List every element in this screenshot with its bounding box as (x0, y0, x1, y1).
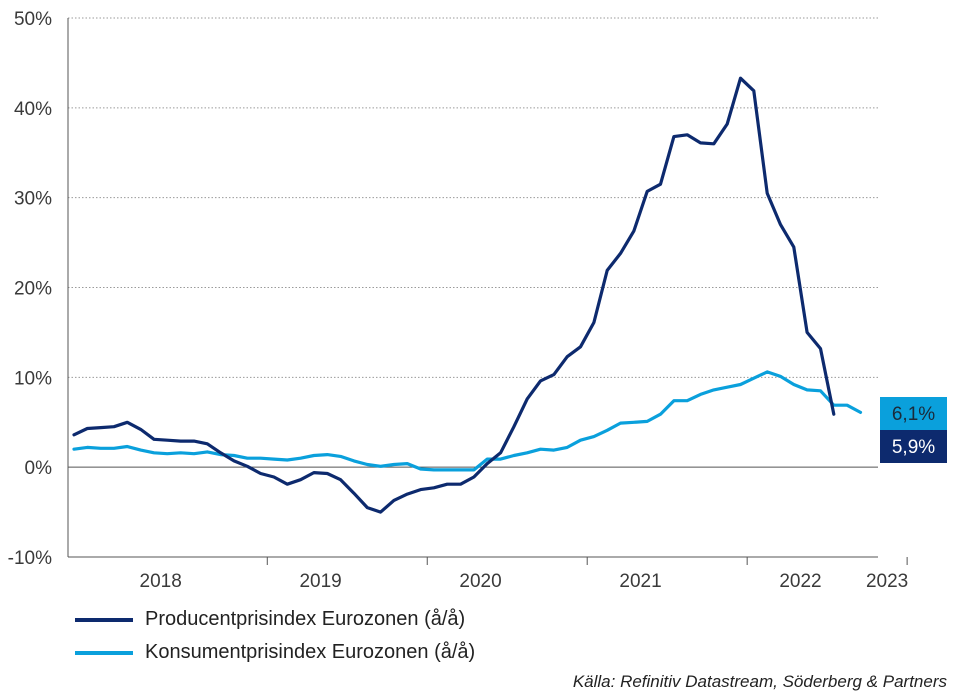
end-label-ppi: 5,9% (892, 437, 935, 458)
y-axis-tick-labels: 50% 40% 30% 20% 10% 0% -10% (8, 9, 52, 569)
y-tick-label: -10% (8, 548, 52, 569)
end-label-ppi-box (880, 430, 947, 463)
x-tick-label: 2021 (619, 571, 661, 592)
legend-swatch-ppi (75, 617, 133, 622)
legend-label-kpi: Konsumentprisindex Eurozonen (å/å) (145, 641, 476, 663)
x-tick-label: 2022 (779, 571, 821, 592)
legend: Producentprisindex Eurozonen (å/å) Konsu… (75, 603, 475, 669)
x-tick-label: 2019 (299, 571, 341, 592)
legend-label-ppi: Producentprisindex Eurozonen (å/å) (145, 608, 466, 630)
y-tick-label: 10% (14, 368, 52, 389)
x-tick-label: 2020 (459, 571, 501, 592)
x-tick-label: 2018 (140, 571, 182, 592)
y-tick-label: 30% (14, 189, 52, 210)
end-value-labels: 6,1% 5,9% (880, 397, 947, 463)
end-label-kpi: 6,1% (892, 404, 935, 425)
legend-swatch-kpi (75, 650, 133, 655)
x-axis-tick-labels: 2018 2019 2020 2021 2022 2023 (140, 571, 909, 592)
legend-item-ppi: Producentprisindex Eurozonen (å/å) (75, 603, 475, 636)
series-line-ppi (72, 76, 836, 514)
series-lines (72, 76, 863, 514)
line-chart: 50%40%30%20%10%0%-10% 2018 2019 2020 2021 20… (8, 9, 947, 592)
source-note: Källa: Refinitiv Datastream, Söderberg &… (572, 672, 947, 691)
end-label-kpi-box (880, 397, 947, 430)
y-tick-label: 0% (25, 458, 53, 479)
y-tick-label: 20% (14, 279, 52, 300)
y-tick-label: 50% (14, 9, 52, 30)
y-tick-label: 40% (14, 99, 52, 120)
legend-item-kpi: Konsumentprisindex Eurozonen (å/å) (75, 636, 475, 669)
x-tick-label: 2023 (866, 571, 908, 592)
series-line-kpi (72, 370, 863, 472)
axes (67, 18, 908, 565)
